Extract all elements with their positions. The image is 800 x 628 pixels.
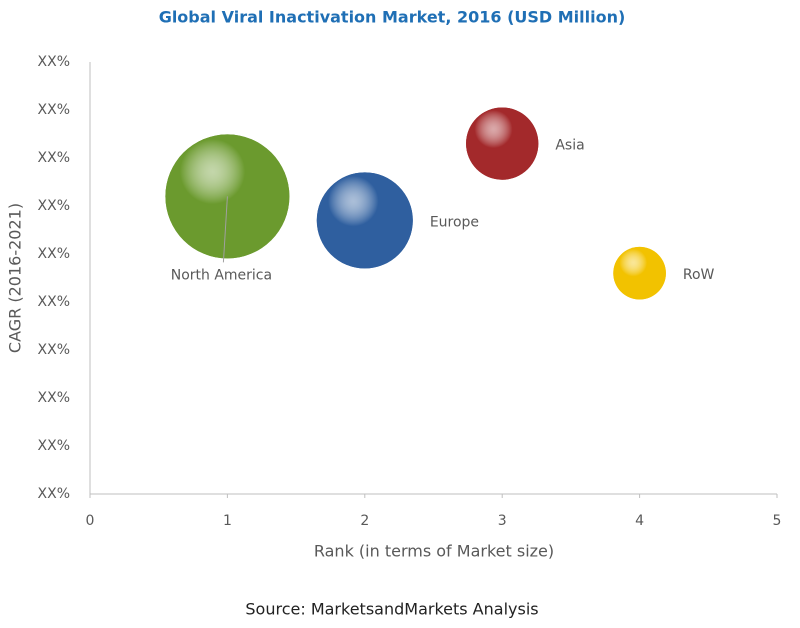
y-tick-label: XX% — [38, 390, 70, 406]
bubble — [613, 246, 666, 300]
y-tick-label: XX% — [38, 486, 70, 502]
x-tick-label: 1 — [223, 513, 232, 529]
x-axis-title: Rank (in terms of Market size) — [314, 542, 554, 561]
chart-title: Global Viral Inactivation Market, 2016 (… — [159, 8, 626, 27]
bubble — [466, 107, 539, 180]
x-tick-label: 5 — [773, 513, 782, 529]
x-tick-label: 0 — [86, 513, 95, 529]
y-tick-label: XX% — [38, 438, 70, 454]
y-axis-title: CAGR (2016-2021) — [6, 203, 25, 353]
bubble — [316, 172, 413, 269]
x-tick-label: 3 — [498, 513, 507, 529]
x-tick-label: 2 — [360, 513, 369, 529]
y-tick-label: XX% — [38, 102, 70, 118]
y-tick-label: XX% — [38, 150, 70, 166]
y-tick-label: XX% — [38, 246, 70, 262]
source-note: Source: MarketsandMarkets Analysis — [245, 600, 538, 619]
bubble-label: Europe — [430, 214, 479, 230]
y-tick-label: XX% — [38, 198, 70, 214]
leader-line — [222, 196, 228, 263]
y-tick-label: XX% — [38, 342, 70, 358]
y-tick-label: XX% — [38, 54, 70, 70]
bubble-label: RoW — [683, 267, 715, 283]
x-tick-label: 4 — [635, 513, 644, 529]
bubble-label: Asia — [555, 138, 584, 154]
bubble-label: North America — [171, 267, 272, 283]
y-tick-label: XX% — [38, 294, 70, 310]
